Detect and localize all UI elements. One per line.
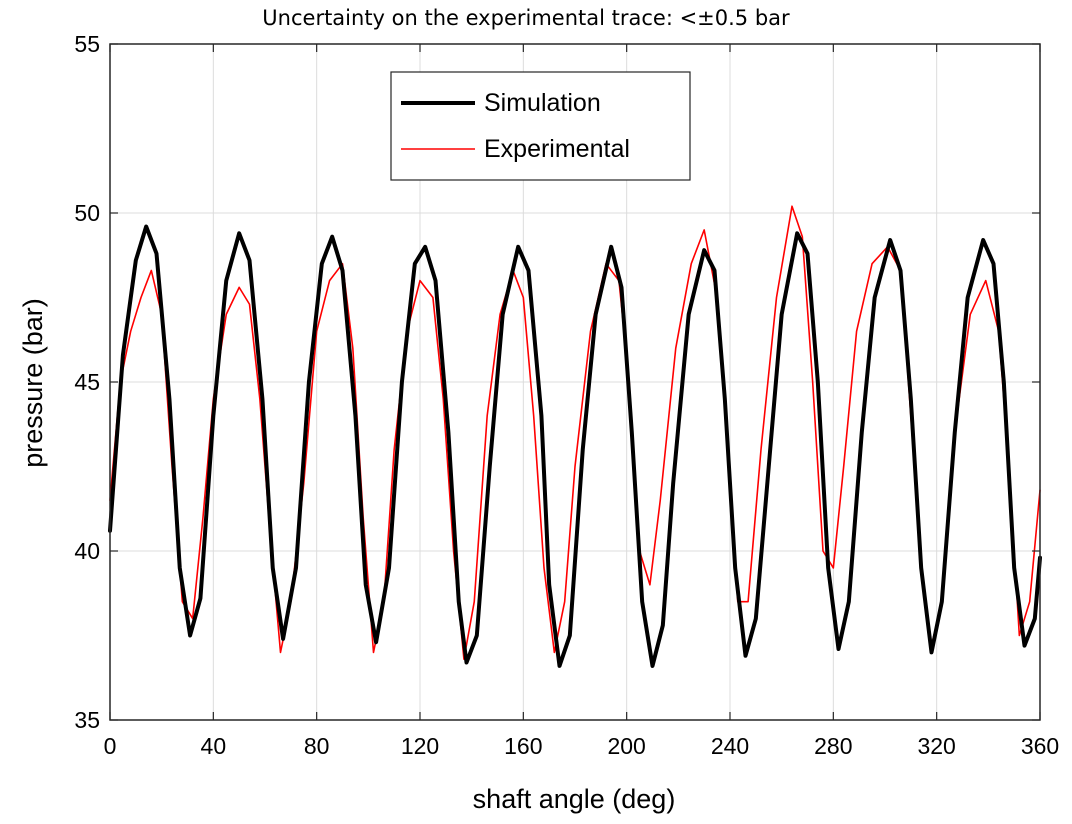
x-tick-label: 320 <box>917 733 955 759</box>
x-tick-label: 120 <box>401 733 439 759</box>
x-tick-label: 160 <box>504 733 542 759</box>
ticks: 0 40 80 120 160 200 240 280 320 360 35 40 45 50 55 <box>74 31 1059 759</box>
legend: Simulation Experimental <box>390 71 691 181</box>
y-axis-label: pressure (bar) <box>18 298 48 468</box>
x-tick-label: 40 <box>201 733 227 759</box>
x-tick-label: 0 <box>104 733 117 759</box>
x-tick-label: 360 <box>1021 733 1059 759</box>
y-tick-label: 55 <box>74 31 100 57</box>
x-tick-label: 280 <box>814 733 852 759</box>
y-tick-label: 50 <box>74 200 100 226</box>
x-tick-label: 240 <box>711 733 749 759</box>
series-line-simulation <box>108 224 1042 668</box>
y-tick-label: 35 <box>74 707 100 733</box>
y-tick-label: 40 <box>74 538 100 564</box>
x-tick-label: 200 <box>607 733 645 759</box>
series-line-experimental <box>109 205 1041 660</box>
legend-label-simulation: Simulation <box>484 89 601 117</box>
legend-box <box>390 71 691 181</box>
x-tick-label: 80 <box>304 733 330 759</box>
legend-label-experimental: Experimental <box>484 135 630 163</box>
x-axis-label: shaft angle (deg) <box>473 784 676 814</box>
y-tick-label: 45 <box>74 369 100 395</box>
chart-title: Uncertainty on the experimental trace: <… <box>262 6 790 30</box>
series-layer <box>108 205 1042 668</box>
